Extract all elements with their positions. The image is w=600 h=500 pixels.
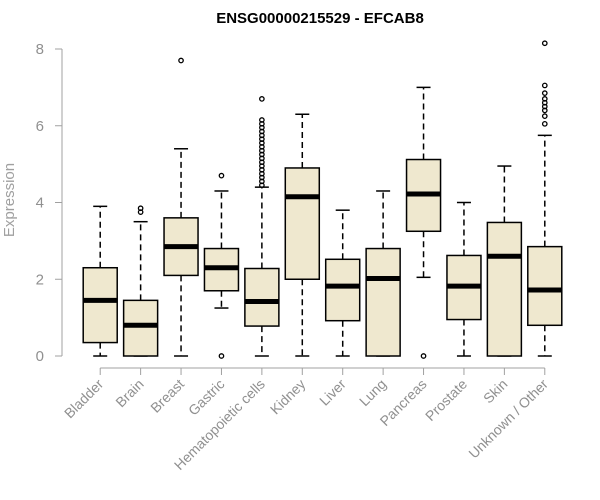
boxes-group	[82, 40, 563, 359]
y-tick-label: 6	[36, 118, 44, 135]
x-category-label: Lung	[356, 376, 389, 409]
outlier-point	[541, 120, 548, 127]
box-iqr	[284, 167, 321, 280]
box-hematopoietic-cells	[244, 96, 280, 357]
outlier-point	[259, 117, 265, 123]
outlier-point	[259, 96, 265, 102]
box-kidney	[284, 113, 321, 357]
box-iqr	[122, 299, 159, 357]
box-gastric	[203, 172, 240, 359]
y-tick-label: 4	[36, 195, 44, 212]
box-iqr	[527, 245, 563, 327]
x-category-label: Breast	[147, 376, 187, 416]
x-category-label: Prostate	[422, 376, 470, 424]
x-category-label: Liver	[316, 376, 349, 409]
box-breast	[163, 57, 199, 357]
y-tick-label: 0	[36, 348, 44, 365]
box-iqr	[244, 267, 280, 327]
box-lung	[365, 190, 401, 357]
outlier-point	[218, 172, 225, 179]
y-tick-label: 8	[36, 41, 44, 58]
outlier-point	[218, 353, 225, 359]
outlier-point	[541, 113, 548, 120]
box-unknown-other	[527, 40, 563, 357]
outlier-point	[541, 40, 548, 47]
outlier-point	[541, 96, 548, 102]
x-category-label: Kidney	[267, 376, 309, 418]
x-category-label: Bladder	[61, 376, 107, 422]
outlier-point	[541, 90, 548, 96]
outlier-point	[137, 205, 144, 212]
box-prostate	[446, 201, 482, 357]
y-tick-label: 2	[36, 271, 44, 288]
box-iqr	[324, 258, 361, 322]
x-category-label: Brain	[112, 376, 146, 410]
x-category-label: Skin	[480, 376, 511, 407]
box-brain	[122, 205, 159, 357]
y-axis-label: Expression	[1, 163, 18, 237]
box-iqr	[486, 221, 523, 357]
box-iqr	[82, 266, 118, 344]
box-liver	[324, 209, 361, 357]
outlier-point	[541, 82, 548, 89]
box-iqr	[365, 247, 401, 357]
box-pancreas	[405, 86, 442, 359]
box-skin	[486, 165, 523, 357]
outlier-point	[420, 353, 427, 359]
chart-title: ENSG00000215529 - EFCAB8	[216, 10, 424, 27]
y-axis: 0 2 4 6 8	[36, 41, 63, 365]
box-bladder	[82, 205, 118, 357]
outlier-point	[178, 57, 184, 64]
